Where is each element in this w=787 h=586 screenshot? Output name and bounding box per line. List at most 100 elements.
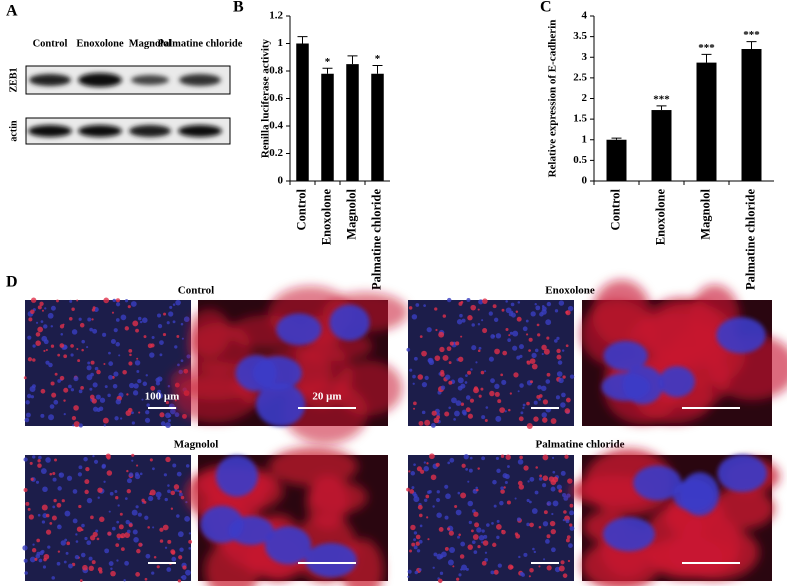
cell-dot <box>77 472 83 477</box>
cell-dot <box>541 352 544 356</box>
cell-dot <box>162 524 169 531</box>
cell-dot <box>180 359 184 363</box>
cell-dot <box>555 395 560 400</box>
cell-dot <box>518 416 524 422</box>
cytoplasm-blob <box>650 537 738 575</box>
cell-dot <box>484 370 487 373</box>
cell-dot <box>107 531 112 536</box>
y-tick-label: 2.5 <box>573 71 587 83</box>
cell-dot <box>490 378 495 384</box>
cell-dot <box>164 546 168 549</box>
cell-dot <box>459 554 465 559</box>
y-tick-label: 2 <box>582 92 588 104</box>
cell-dot <box>141 498 145 503</box>
cell-dot <box>94 366 99 371</box>
cell-dot <box>554 309 559 313</box>
cell-dot <box>444 484 449 489</box>
cell-dot <box>57 486 62 491</box>
cell-dot <box>107 393 111 398</box>
cell-dot <box>569 526 575 531</box>
cell-dot <box>560 560 565 565</box>
cell-dot <box>78 389 83 394</box>
cell-dot <box>114 416 119 421</box>
cell-dot <box>170 507 174 510</box>
cell-dot <box>133 537 139 543</box>
cell-dot <box>124 560 129 566</box>
cell-dot <box>447 559 454 566</box>
cell-dot <box>111 526 116 531</box>
cell-dot <box>569 503 574 508</box>
cell-dot <box>534 490 539 495</box>
cell-dot <box>76 348 79 351</box>
cell-dot <box>48 362 53 368</box>
cell-dot <box>558 377 564 384</box>
cell-dot <box>505 454 511 460</box>
cell-dot <box>180 495 185 500</box>
cell-dot <box>52 505 56 509</box>
cell-dot <box>185 464 190 468</box>
cell-dot <box>74 554 80 560</box>
cell-dot <box>531 508 538 514</box>
cell-dot <box>428 453 435 460</box>
cell-dot <box>167 489 171 494</box>
cell-dot <box>406 347 411 352</box>
cell-dot <box>542 483 547 488</box>
cell-dot <box>159 353 163 357</box>
cell-dot <box>542 399 549 405</box>
cell-dot <box>527 480 530 483</box>
cell-dot <box>522 326 528 332</box>
cell-dot <box>492 479 497 485</box>
cell-dot <box>37 326 44 333</box>
cell-dot <box>409 549 412 553</box>
cell-dot <box>24 571 28 575</box>
cell-dot <box>116 533 122 539</box>
cell-dot <box>516 316 522 322</box>
cell-dot <box>493 317 499 323</box>
cell-dot <box>520 411 524 415</box>
cell-dot <box>438 526 444 532</box>
cell-dot <box>493 504 497 508</box>
y-tick-label: 3 <box>582 51 588 63</box>
cell-dot <box>567 478 573 484</box>
cell-dot <box>455 341 460 346</box>
cell-dot <box>421 381 428 388</box>
cell-dot <box>480 370 485 375</box>
cell-dot <box>70 388 75 392</box>
cell-dot <box>467 315 473 321</box>
cell-dot <box>418 420 424 426</box>
cytoplasm-blob <box>592 279 651 347</box>
cell-dot <box>126 478 132 484</box>
cell-dot <box>484 551 488 554</box>
cell-dot <box>457 491 461 495</box>
cytoplasm-blob <box>292 343 353 408</box>
cell-dot <box>128 348 133 353</box>
cell-dot <box>420 469 425 474</box>
cell-dot <box>549 520 556 527</box>
cell-dot <box>78 465 83 470</box>
cell-dot <box>500 373 504 377</box>
nucleus <box>603 340 648 371</box>
cell-dot <box>491 521 494 525</box>
cell-dot <box>155 491 162 498</box>
cell-dot <box>88 565 94 572</box>
cell-dot <box>434 307 438 311</box>
cell-dot <box>534 302 537 306</box>
cell-dot <box>170 408 176 415</box>
cell-dot <box>407 575 410 578</box>
cell-dot <box>464 381 468 384</box>
cell-dot <box>137 378 142 384</box>
cell-dot <box>41 309 44 312</box>
cell-dot <box>551 512 554 516</box>
cell-dot <box>57 550 61 553</box>
cell-dot <box>564 454 569 459</box>
cell-dot <box>473 511 479 517</box>
cell-dot <box>32 358 36 362</box>
cell-dot <box>465 395 471 400</box>
cell-dot <box>30 395 35 399</box>
cell-dot <box>40 388 46 394</box>
cell-dot <box>566 535 571 539</box>
cell-dot <box>525 319 529 323</box>
y-tick-label: 4 <box>582 10 588 22</box>
cell-dot <box>546 534 551 539</box>
cell-dot <box>478 346 482 350</box>
